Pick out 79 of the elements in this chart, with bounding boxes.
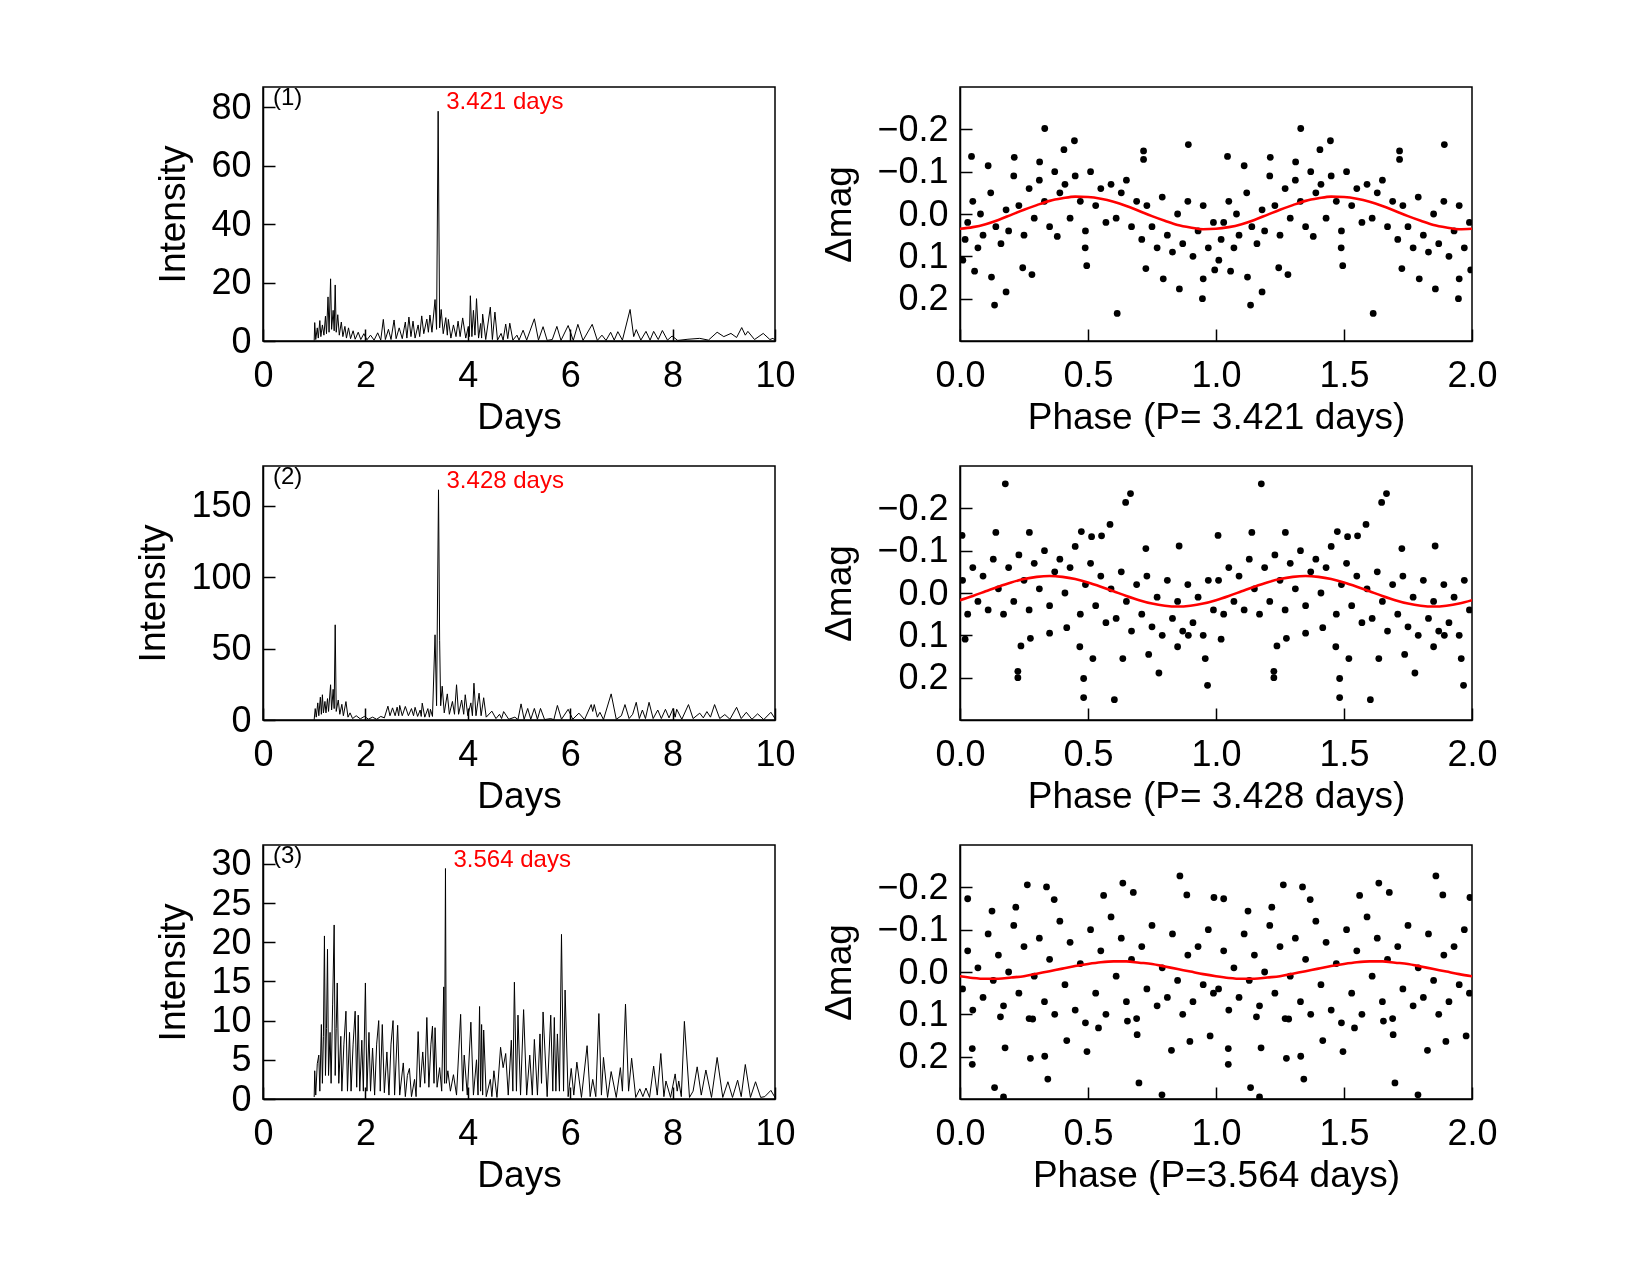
x-axis-title: Phase (P= 3.428 days) <box>1027 774 1406 816</box>
y-axis-title: Δmag <box>818 545 860 642</box>
y-tick-label: 25 <box>211 881 252 923</box>
x-tick-label: 2.0 <box>1447 732 1498 774</box>
annotation: (1) <box>273 83 303 110</box>
x-tick-label: 4 <box>458 353 479 395</box>
y-tick-label: 0.1 <box>898 992 949 1034</box>
y-tick-label: −0.1 <box>877 529 949 571</box>
x-tick-label: 1.5 <box>1319 732 1370 774</box>
x-tick-label: 0.5 <box>1063 1111 1114 1153</box>
y-tick-label: −0.2 <box>877 107 949 149</box>
y-tick-label: 0.1 <box>898 613 949 655</box>
y-tick-label: −0.1 <box>877 908 949 950</box>
x-tick-label: 1.0 <box>1191 353 1242 395</box>
y-tick-label: −0.2 <box>877 486 949 528</box>
annotation: 3.421 days <box>446 87 564 115</box>
x-tick-label: 1.5 <box>1319 1111 1370 1153</box>
x-tick-label: 10 <box>755 732 796 774</box>
x-tick-label: 1.0 <box>1191 732 1242 774</box>
y-axis-title: Intensity <box>152 903 194 1042</box>
annotation: 3.564 days <box>453 844 571 872</box>
y-tick-label: 0 <box>231 1077 252 1119</box>
x-tick-label: 0.5 <box>1063 353 1114 395</box>
y-tick-label: 0.1 <box>898 234 949 276</box>
x-tick-label: 0.0 <box>935 1111 986 1153</box>
y-tick-label: 15 <box>211 959 252 1001</box>
x-tick-label: 8 <box>663 732 684 774</box>
x-tick-label: 0.0 <box>935 353 986 395</box>
x-tick-label: 8 <box>663 1111 684 1153</box>
x-tick-label: 0.0 <box>935 732 986 774</box>
y-axis-title: Intensity <box>132 524 174 663</box>
x-tick-label: 2.0 <box>1447 353 1498 395</box>
x-tick-label: 6 <box>560 732 581 774</box>
y-tick-label: 0.0 <box>898 192 949 234</box>
y-tick-label: 10 <box>211 999 252 1041</box>
x-tick-label: 1.0 <box>1191 1111 1242 1153</box>
y-tick-label: 150 <box>191 484 252 526</box>
x-tick-label: 1.5 <box>1319 353 1370 395</box>
x-tick-label: 6 <box>560 353 581 395</box>
y-tick-label: 40 <box>211 202 252 244</box>
y-tick-label: 80 <box>211 85 252 127</box>
x-tick-label: 4 <box>458 1111 479 1153</box>
x-tick-label: 0.5 <box>1063 732 1114 774</box>
annotation: (3) <box>273 841 303 868</box>
x-tick-label: 2 <box>355 1111 376 1153</box>
x-tick-label: 2 <box>355 353 376 395</box>
y-tick-label: −0.1 <box>877 150 949 192</box>
y-tick-label: 20 <box>211 920 252 962</box>
x-axis-title: Days <box>477 395 562 437</box>
y-tick-label: 100 <box>191 555 252 597</box>
y-tick-label: 0.2 <box>898 656 949 698</box>
y-tick-label: 0.2 <box>898 277 949 319</box>
annotation: 3.428 days <box>446 465 564 493</box>
x-tick-label: 10 <box>755 1111 796 1153</box>
y-tick-label: 20 <box>211 261 252 303</box>
x-tick-label: 2.0 <box>1447 1111 1498 1153</box>
x-tick-label: 4 <box>458 732 479 774</box>
y-tick-label: −0.2 <box>877 865 949 907</box>
x-axis-title: Phase (P=3.564 days) <box>1032 1153 1401 1195</box>
y-tick-label: 0.0 <box>898 571 949 613</box>
x-tick-label: 10 <box>755 353 796 395</box>
y-tick-label: 0 <box>231 698 252 740</box>
y-tick-label: 0.2 <box>898 1035 949 1077</box>
annotation: (2) <box>273 462 303 489</box>
x-tick-label: 6 <box>560 1111 581 1153</box>
y-axis-title: Δmag <box>818 166 860 263</box>
y-tick-label: 50 <box>211 627 252 669</box>
y-tick-label: 0.0 <box>898 950 949 992</box>
x-tick-label: 2 <box>355 732 376 774</box>
y-tick-label: 60 <box>211 144 252 186</box>
y-tick-label: 5 <box>231 1038 252 1080</box>
y-axis-title: Δmag <box>818 924 860 1021</box>
y-tick-label: 30 <box>211 842 252 884</box>
y-axis-title: Intensity <box>152 145 194 284</box>
x-axis-title: Phase (P= 3.421 days) <box>1027 395 1406 437</box>
y-tick-label: 0 <box>231 319 252 361</box>
x-tick-label: 8 <box>663 353 684 395</box>
x-axis-title: Days <box>477 1153 562 1195</box>
x-axis-title: Days <box>477 774 562 816</box>
